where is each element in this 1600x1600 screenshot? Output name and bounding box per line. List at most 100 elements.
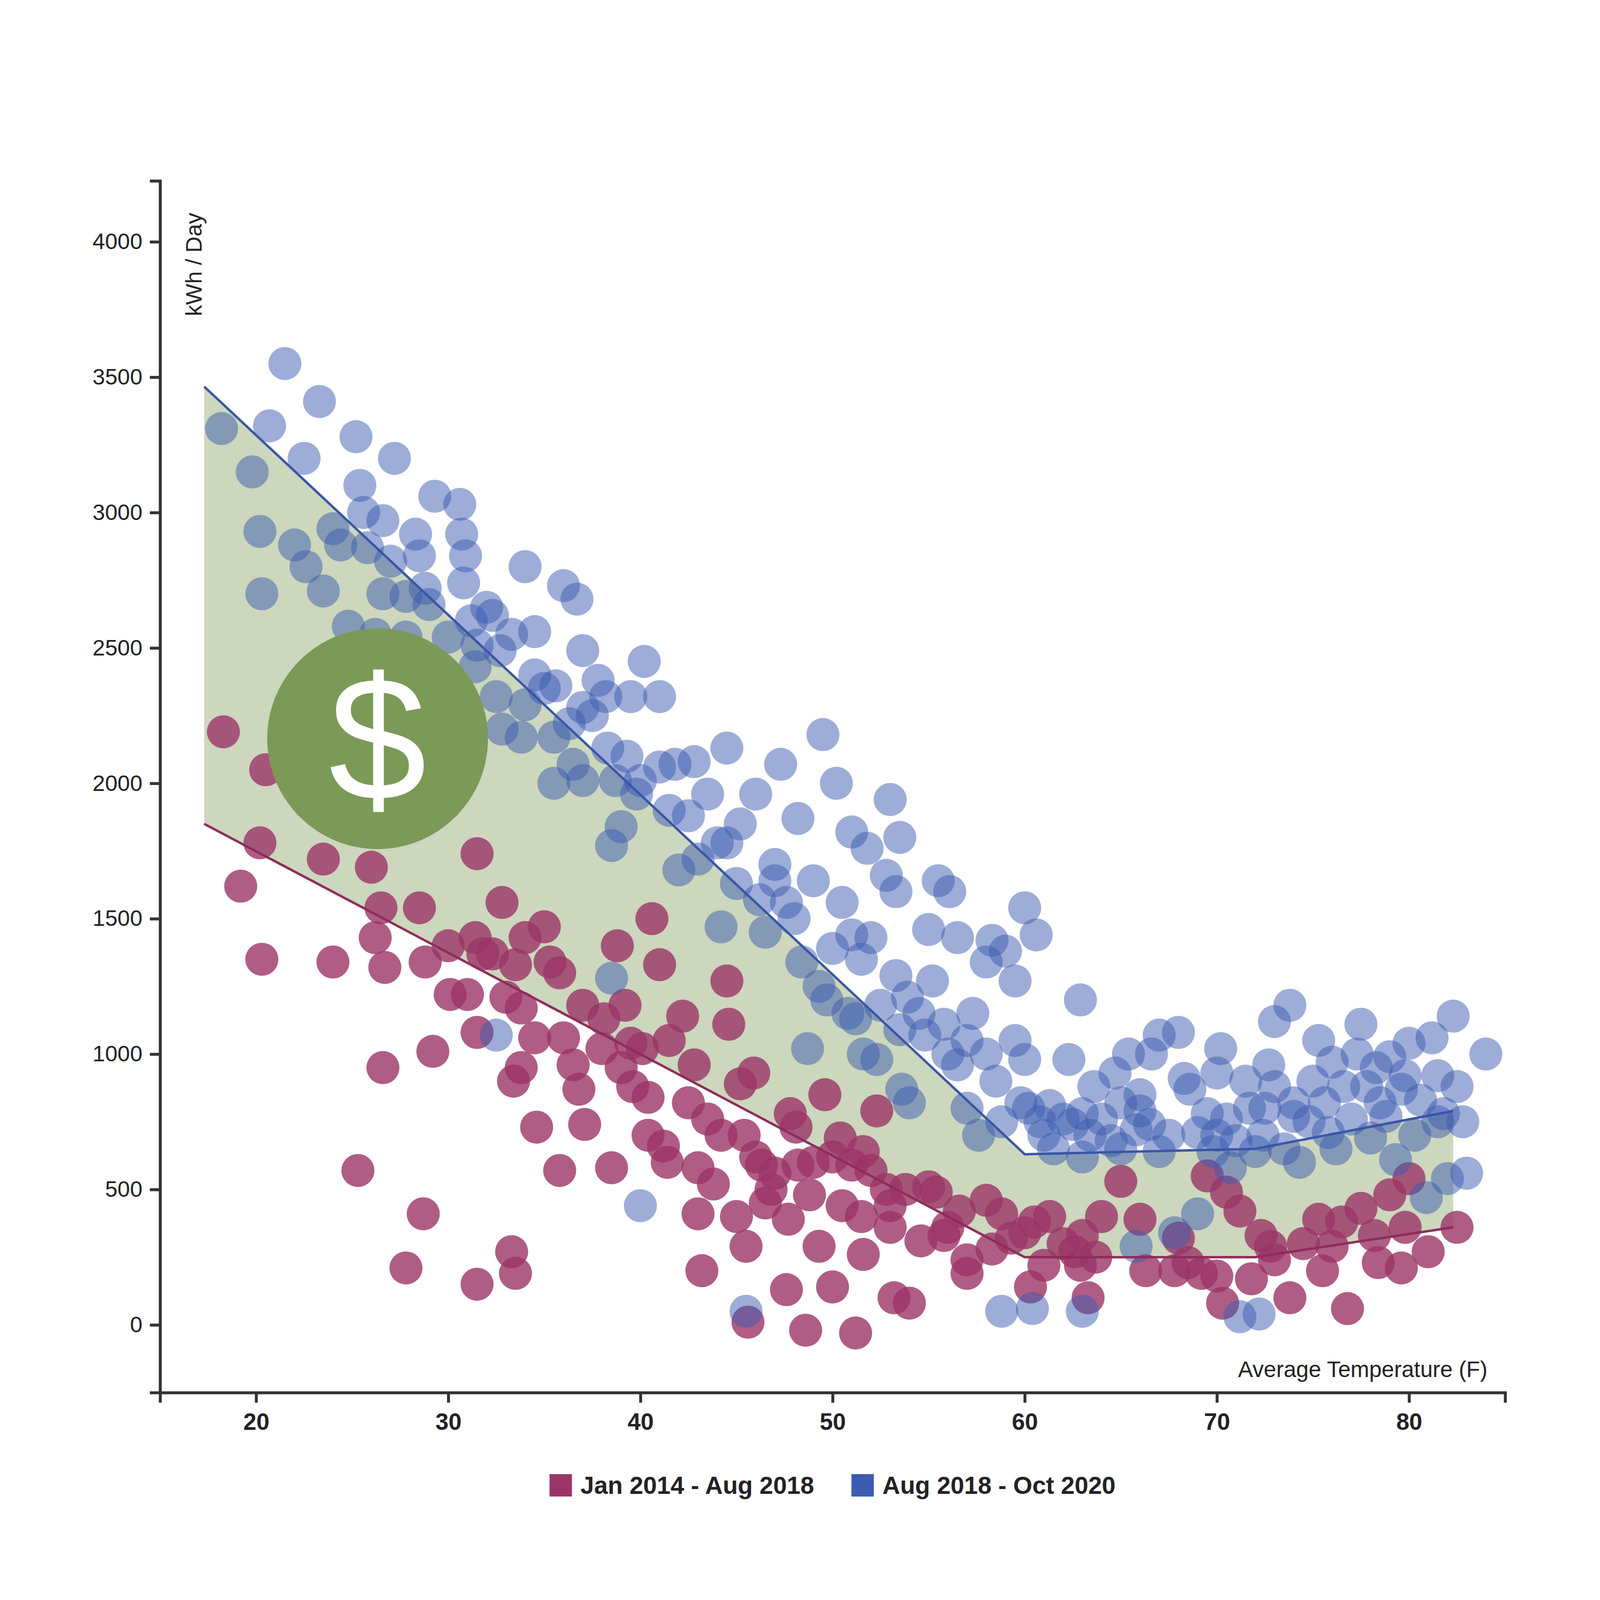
point [850,832,884,866]
point [364,891,398,925]
x-tick: 40 [627,1392,654,1435]
point [1388,1210,1422,1244]
tick-label: 500 [105,1176,143,1202]
tick-label: 20 [243,1408,270,1435]
point [808,1078,842,1112]
point [449,539,483,573]
point [793,1178,827,1212]
point [518,1021,552,1055]
tick-mark [254,1392,259,1403]
point [412,588,446,622]
point [677,745,711,779]
y-tick: 1000 [92,1041,160,1067]
point [854,921,888,955]
point [883,820,917,854]
point [560,582,594,616]
tick-label: 3000 [92,499,143,525]
point [1331,1292,1365,1326]
tick-label: 1500 [92,905,143,931]
point [480,1018,514,1052]
y-axis-title: kWh / Day [181,212,207,317]
point [873,1210,907,1244]
tick-label: 4000 [92,228,143,254]
x-tick: 60 [1011,1392,1038,1435]
x-axis-title: Average Temperature (F) [1237,1356,1488,1382]
point [1273,1281,1307,1315]
tick-mark [1408,1392,1412,1403]
legend-item: Aug 2018 - Oct 2020 [851,1471,1116,1500]
icon-text: $ [328,640,427,838]
point [204,412,238,446]
point [1065,1097,1099,1131]
axis-line [149,181,161,1394]
point [1258,1243,1292,1277]
point [789,1313,823,1347]
point [1008,1043,1042,1077]
point [729,1294,763,1328]
point [402,891,436,925]
legend: Jan 2014 - Aug 2018 Aug 2018 - Oct 2020 [549,1471,1116,1500]
point [635,902,669,936]
point [710,964,744,998]
point [1242,1297,1276,1331]
point [691,777,725,811]
point [819,766,853,800]
point [1273,988,1307,1022]
point [846,1237,880,1271]
x-tick: 70 [1204,1392,1231,1435]
point [806,717,840,751]
point [892,1086,926,1120]
point [1319,1132,1353,1166]
point [1019,918,1053,952]
tick-label: 2500 [92,635,143,661]
point [542,1154,576,1188]
tick-mark [831,1392,835,1403]
point [624,1189,658,1223]
point [1064,983,1098,1017]
point [504,1051,538,1085]
point [600,929,634,963]
point [650,1145,684,1179]
point [566,634,600,668]
point [790,1032,824,1066]
point [443,488,477,522]
legend-item: Jan 2014 - Aug 2018 [549,1471,814,1500]
point [1436,999,1470,1033]
point [681,1197,715,1231]
point [860,1094,894,1128]
y-axis: 05001000150020002500300035004000 [92,181,161,1394]
point [844,1200,878,1234]
point [1162,1016,1196,1050]
point [354,850,388,884]
point [720,1200,754,1234]
point [737,1056,771,1090]
point [739,777,773,811]
x-tick: 80 [1396,1392,1423,1435]
point [406,1197,440,1231]
point [378,441,412,475]
point [245,942,279,976]
tick-mark [1023,1392,1027,1403]
legend-label: Jan 2014 - Aug 2018 [580,1471,814,1500]
tick-mark [149,917,160,921]
point [499,1257,533,1291]
point [206,715,240,749]
tick-mark [149,376,160,380]
point [802,1229,836,1263]
point [306,842,340,876]
point [777,902,811,936]
point [302,385,336,419]
point [460,1267,494,1301]
tick-label: 60 [1011,1408,1038,1435]
y-tick: 2000 [92,770,160,796]
point [243,514,277,548]
point [1440,1069,1474,1103]
x-axis: 20304050607080 [160,1392,1506,1435]
tick-mark [638,1392,643,1403]
icon-circle [267,628,488,850]
point [1200,1118,1234,1152]
y-tick: 2500 [92,635,160,661]
point [770,1273,804,1307]
point [368,950,402,984]
tick-label: 40 [627,1408,654,1435]
